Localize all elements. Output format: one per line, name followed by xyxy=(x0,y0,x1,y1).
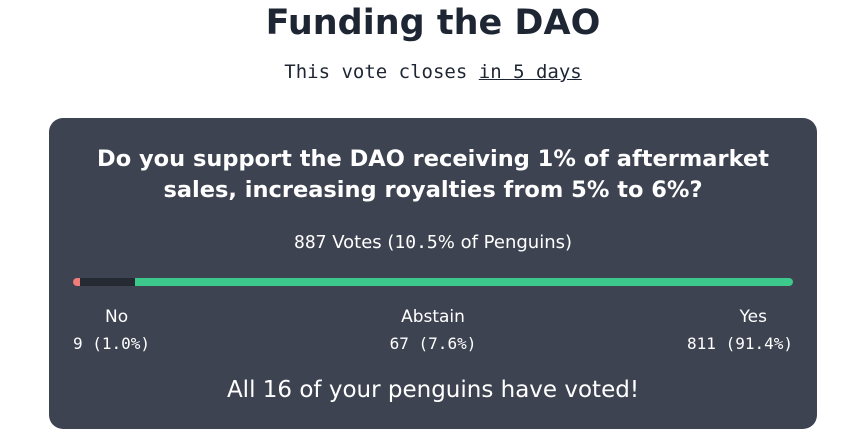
option-yes-count: 811 (91.4%) xyxy=(687,334,793,353)
option-no-count: 9 (1.0%) xyxy=(73,334,151,353)
votes-summary: 887 Votes (10.5% of Penguins) xyxy=(49,232,817,254)
results-bar-no xyxy=(73,278,81,286)
vote-closes-prefix: This vote closes xyxy=(284,61,479,83)
vote-closes-text: This vote closes in 5 days xyxy=(0,60,866,84)
option-yes: Yes 811 (91.4%) xyxy=(687,306,793,355)
results-bar-abstain xyxy=(80,278,135,286)
votes-text: Votes ( xyxy=(326,232,395,253)
option-yes-label: Yes xyxy=(739,307,767,327)
option-no: No 9 (1.0%) xyxy=(73,306,150,355)
voted-status: All 16 of your penguins have voted! xyxy=(226,377,640,403)
option-abstain-label: Abstain xyxy=(401,307,465,327)
option-abstain-count: 67 (7.6%) xyxy=(389,334,477,353)
results-bar-yes xyxy=(134,278,793,286)
option-abstain: Abstain 67 (7.6%) xyxy=(49,306,817,355)
option-no-label: No xyxy=(105,307,129,327)
votes-total: 887 xyxy=(293,232,327,253)
proposal-card: Do you support the DAO receiving 1% of a… xyxy=(49,118,817,429)
vote-closes-when-link[interactable]: in 5 days xyxy=(478,61,582,83)
proposal-question: Do you support the DAO receiving 1% of a… xyxy=(97,146,769,203)
page-title: Funding the DAO xyxy=(265,3,601,43)
votes-suffix: % of Penguins) xyxy=(437,232,573,253)
results-bar xyxy=(73,278,793,286)
votes-percent: 10.5 xyxy=(394,232,438,253)
